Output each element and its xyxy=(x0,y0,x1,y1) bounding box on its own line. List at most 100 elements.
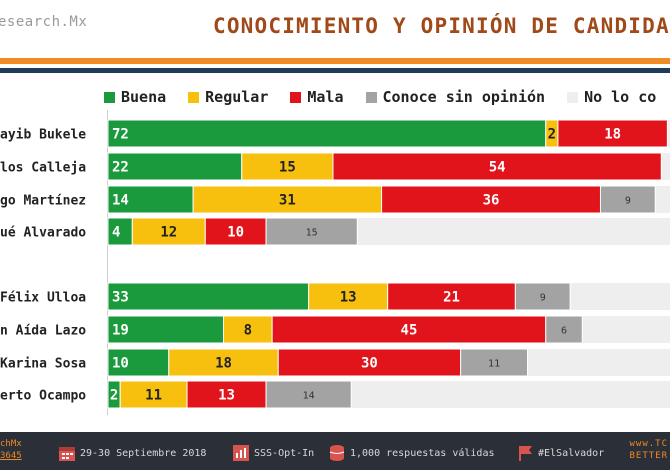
bar-segment-buena xyxy=(107,282,310,311)
bar-segment-regular xyxy=(119,380,188,409)
header-orange-rule xyxy=(0,58,670,64)
data-label: 9 xyxy=(540,293,546,304)
legend-label-regular: Regular xyxy=(205,88,269,106)
data-label: 15 xyxy=(306,228,318,239)
legend-item-mala: Mala xyxy=(290,88,344,106)
data-label: 33 xyxy=(112,290,129,306)
footer-bar: chMx 3645 29-30 Septiembre 2018 SSS-Opt-… xyxy=(0,432,670,470)
bar-segment-regular xyxy=(192,185,383,214)
data-label: 13 xyxy=(340,290,357,306)
legend-item-no-lo-conoce: No lo co xyxy=(567,88,656,106)
footer-sample-label: 1,000 respuestas válidas xyxy=(350,447,495,459)
legend-swatch-sin-opinion xyxy=(365,91,377,103)
data-label: 11 xyxy=(145,388,162,404)
legend-label-no-lo-conoce: No lo co xyxy=(584,88,657,106)
data-label: 11 xyxy=(488,359,500,370)
category-label: ué Alvarado xyxy=(0,226,86,241)
data-label: 6 xyxy=(561,326,567,337)
footer-left-top: chMx xyxy=(0,439,22,449)
bar-segment-mala xyxy=(387,282,516,311)
legend-item-sin-opinion: Conoce sin opinión xyxy=(365,88,546,106)
data-label: 22 xyxy=(112,160,129,176)
header-navy-rule xyxy=(0,68,670,73)
bar-segment-buena xyxy=(107,315,225,344)
data-label: 15 xyxy=(279,160,296,176)
bar-segment-conoce-sin-opini-n xyxy=(265,380,352,409)
bar-segment-mala xyxy=(271,315,547,344)
data-label: 2 xyxy=(548,127,556,143)
bar-segment-regular xyxy=(241,152,334,181)
data-label: 18 xyxy=(215,356,232,372)
data-label: 31 xyxy=(279,193,296,209)
data-label: 2 xyxy=(110,388,118,404)
bar-segment-buena xyxy=(107,152,243,181)
footer-left-bottom: 3645 xyxy=(0,451,22,461)
bar-segment-buena xyxy=(107,217,133,246)
bar-segment-regular xyxy=(131,217,206,246)
data-label: 4 xyxy=(112,225,120,241)
footer-hashtag: #ElSalvador xyxy=(516,444,604,462)
bar-segment-buena xyxy=(107,185,194,214)
data-label: 36 xyxy=(483,193,500,209)
footer-right-bottom: BETTER xyxy=(629,451,668,461)
bar-segment-conoce-sin-opini-n xyxy=(599,185,656,214)
chart-icon xyxy=(233,445,249,461)
category-label: erto Ocampo xyxy=(0,389,86,404)
category-label: ayib Bukele xyxy=(0,128,86,143)
footer-hashtag-label: #ElSalvador xyxy=(538,447,605,459)
data-label: 45 xyxy=(401,323,418,339)
bar-segment-regular xyxy=(168,348,279,377)
data-label: 14 xyxy=(303,391,315,402)
chart-title: CONOCIMIENTO Y OPINIÓN DE CANDIDATO xyxy=(213,14,670,38)
data-label: 14 xyxy=(112,193,129,209)
footer-right-brand: www.TC BETTER xyxy=(629,438,668,462)
bar-segment-mala xyxy=(332,152,662,181)
legend-swatch-regular xyxy=(188,91,200,103)
data-label: 12 xyxy=(160,225,177,241)
legend-label-sin-opinion: Conoce sin opinión xyxy=(382,88,546,106)
bar-segment-conoce-sin-opini-n xyxy=(514,282,571,311)
data-label: 21 xyxy=(443,290,460,306)
bar-segment-conoce-sin-opini-n xyxy=(545,315,583,344)
bar-segment-mala xyxy=(557,119,668,148)
data-label: 54 xyxy=(489,160,506,176)
footer-method: SSS-Opt-In xyxy=(232,444,314,462)
data-label: 18 xyxy=(604,127,621,143)
footer-left-handle: chMx 3645 xyxy=(0,438,22,462)
bar-segment-conoce-sin-opini-n xyxy=(460,348,529,377)
bar-segment-conoce-sin-opini-n xyxy=(265,217,358,246)
bar-segment-mala xyxy=(204,217,267,246)
category-label: los Calleja xyxy=(0,161,86,176)
chart-legend: Buena Regular Mala Conoce sin opinión No… xyxy=(104,86,670,108)
category-label: Félix Ulloa xyxy=(0,291,86,306)
data-label: 10 xyxy=(227,225,244,241)
brand-logo-text: esearch.Mx xyxy=(0,14,88,30)
bar-segment-mala xyxy=(381,185,601,214)
legend-item-buena: Buena xyxy=(104,88,166,106)
calendar-icon xyxy=(59,447,75,461)
footer-date-label: 29-30 Septiembre 2018 xyxy=(80,447,207,459)
footer-sample: 1,000 respuestas válidas xyxy=(328,444,495,462)
category-label: go Martínez xyxy=(0,194,86,209)
data-label: 19 xyxy=(112,323,129,339)
legend-item-regular: Regular xyxy=(188,88,268,106)
data-label: 13 xyxy=(218,388,235,404)
data-label: 9 xyxy=(625,196,631,207)
footer-method-label: SSS-Opt-In xyxy=(254,447,315,459)
data-label: 30 xyxy=(361,356,378,372)
database-icon xyxy=(329,445,345,461)
footer-date: 29-30 Septiembre 2018 xyxy=(58,444,206,462)
data-label: 10 xyxy=(112,356,129,372)
category-label: Karina Sosa xyxy=(0,357,86,372)
legend-label-buena: Buena xyxy=(121,88,167,106)
footer-right-top: www.TC xyxy=(629,439,668,449)
bar-segment-buena xyxy=(107,119,547,148)
legend-swatch-mala xyxy=(290,91,302,103)
category-label: n Aída Lazo xyxy=(0,324,86,339)
legend-swatch-no-lo-conoce xyxy=(567,91,579,103)
flag-icon xyxy=(519,446,532,461)
legend-label-mala: Mala xyxy=(307,88,344,106)
data-label: 8 xyxy=(244,323,252,339)
legend-swatch-buena xyxy=(104,91,115,103)
